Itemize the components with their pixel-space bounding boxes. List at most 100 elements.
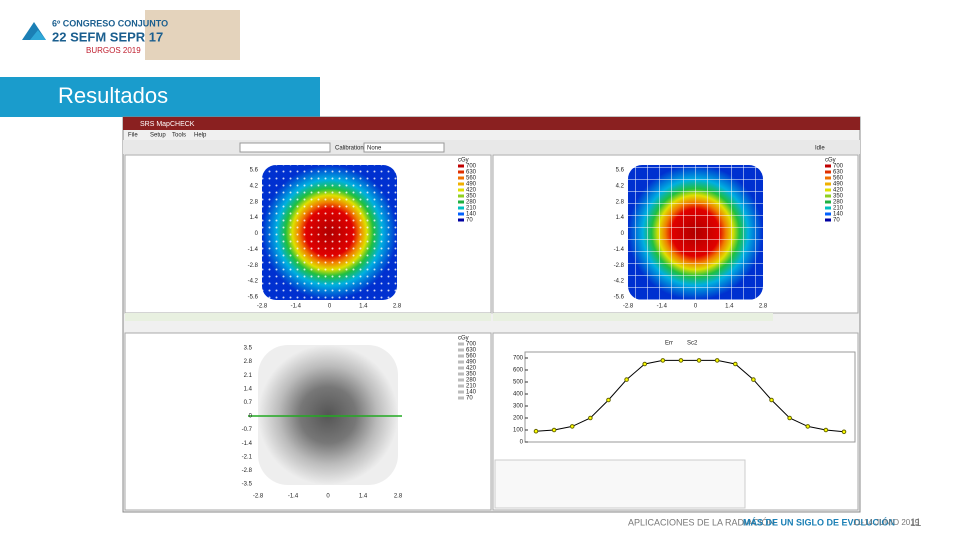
legend-swatch — [458, 354, 464, 358]
profile-point — [841, 429, 847, 435]
profile-point — [588, 415, 593, 421]
y-tick-label: 2.8 — [244, 359, 253, 365]
x-tick-label: 1.4 — [725, 304, 734, 310]
legend-swatch — [458, 176, 464, 180]
y-tick-label: -5.6 — [248, 295, 259, 301]
legend-level: 210 — [833, 206, 844, 212]
legend-swatch — [825, 188, 831, 192]
logo-bottom: BURGOS 2019 — [86, 46, 141, 55]
legend-swatch — [825, 212, 831, 216]
legend-level: 350 — [466, 194, 477, 200]
x-tick-label: 0 — [326, 494, 330, 500]
legend-unit: cGy — [458, 158, 469, 164]
legend-level: 280 — [833, 200, 844, 206]
x-tick-label: 2.8 — [393, 304, 402, 310]
y-tick-label: -2.8 — [614, 263, 625, 269]
legend-swatch — [825, 170, 831, 174]
y-tick-label: -1.4 — [242, 441, 253, 447]
legend-swatch — [825, 176, 831, 180]
x-tick-label: -2.8 — [253, 494, 264, 500]
y-tick-label: -2.8 — [248, 263, 259, 269]
logo-mid: 22 SEFM SEPR 17 — [52, 29, 163, 44]
y-tick-label: 0 — [249, 414, 253, 420]
legend-level: 630 — [466, 170, 477, 176]
y-tick-label: 5.6 — [616, 168, 625, 174]
x-tick-label: 2.8 — [394, 494, 403, 500]
menu-item: Setup — [150, 133, 166, 139]
y-tick-label: 3.5 — [244, 346, 253, 352]
y-tick-label: -2.1 — [242, 454, 253, 460]
x-tick-label: 0 — [328, 304, 332, 310]
x-tick-label: 1.4 — [359, 304, 368, 310]
legend-level: 140 — [833, 212, 844, 218]
profile-point — [642, 361, 648, 367]
menu-item: Help — [194, 133, 207, 139]
y-tick-label: 2.8 — [616, 199, 625, 205]
legend-swatch — [458, 378, 464, 382]
profile-point — [751, 377, 756, 382]
y-tick-label: 2.8 — [250, 199, 259, 205]
y-tick-label: 700 — [513, 356, 524, 362]
legend-level: 420 — [466, 188, 477, 194]
legend-level: 420 — [833, 188, 844, 194]
legend-swatch — [458, 348, 464, 352]
legend-level: 700 — [466, 164, 477, 170]
y-tick-label: 0 — [255, 231, 259, 237]
legend-swatch — [458, 384, 464, 388]
profile-point — [714, 358, 720, 363]
title-bar — [0, 77, 320, 117]
y-tick-label: -4.2 — [248, 279, 259, 285]
footer-left: APLICACIONES DE LA RADIACIÓN — [628, 517, 775, 527]
profile-point — [660, 358, 666, 363]
y-tick-label: 600 — [513, 368, 524, 374]
logo-top: 6º CONGRESO CONJUNTO — [52, 18, 168, 28]
y-tick-label: 100 — [513, 428, 524, 434]
profile-point — [551, 427, 557, 433]
y-tick-label: 5.6 — [250, 168, 259, 174]
x-tick-label: 2.8 — [759, 304, 768, 310]
legend-level: 210 — [466, 206, 477, 212]
y-tick-label: 0.7 — [244, 400, 253, 406]
legend-swatch — [825, 206, 831, 210]
legend-level: 140 — [466, 212, 477, 218]
y-tick-label: -3.5 — [242, 482, 253, 488]
slide-title: Resultados — [58, 83, 168, 108]
profile-point — [624, 377, 629, 382]
legend-level: 490 — [466, 360, 477, 366]
y-tick-label: 2.1 — [244, 373, 253, 379]
y-tick-label: 4.2 — [250, 183, 259, 189]
legend-level: 700 — [833, 164, 844, 170]
y-tick-label: -0.7 — [242, 427, 253, 433]
page-number: 11 — [910, 517, 921, 529]
legend-level: 70 — [466, 396, 473, 402]
legend-level: 490 — [833, 182, 844, 188]
legend-level: 630 — [833, 170, 844, 176]
y-tick-label: 300 — [513, 404, 524, 410]
legend-level: 420 — [466, 366, 477, 372]
footer-date: 11-14 JUNIO 2019 — [853, 518, 920, 527]
screenshot: SRS MapCHECK Calibration None Idle — [122, 116, 861, 513]
legend-swatch — [458, 212, 464, 216]
x-tick-label: -2.8 — [257, 304, 268, 310]
y-tick-label: 1.4 — [250, 215, 259, 221]
profile-point — [606, 397, 611, 403]
profile-point — [805, 424, 811, 429]
x-tick-label: 0 — [694, 304, 698, 310]
y-tick-label: 4.2 — [616, 183, 625, 189]
legend-swatch — [458, 194, 464, 198]
y-tick-label: 500 — [513, 380, 524, 386]
menu-item: Tools — [172, 133, 186, 139]
x-tick-label: -2.8 — [623, 304, 634, 310]
legend-level: 280 — [466, 378, 477, 384]
legend-swatch — [825, 200, 831, 204]
y-tick-label: 1.4 — [616, 215, 625, 221]
y-tick-label: -4.2 — [614, 279, 625, 285]
legend-swatch — [458, 396, 464, 400]
y-tick-label: -5.6 — [614, 295, 625, 301]
legend-swatch — [458, 390, 464, 394]
legend-swatch — [458, 372, 464, 376]
calibration: None — [367, 146, 382, 152]
y-tick-label: 0 — [621, 231, 625, 237]
legend-swatch — [458, 218, 464, 222]
